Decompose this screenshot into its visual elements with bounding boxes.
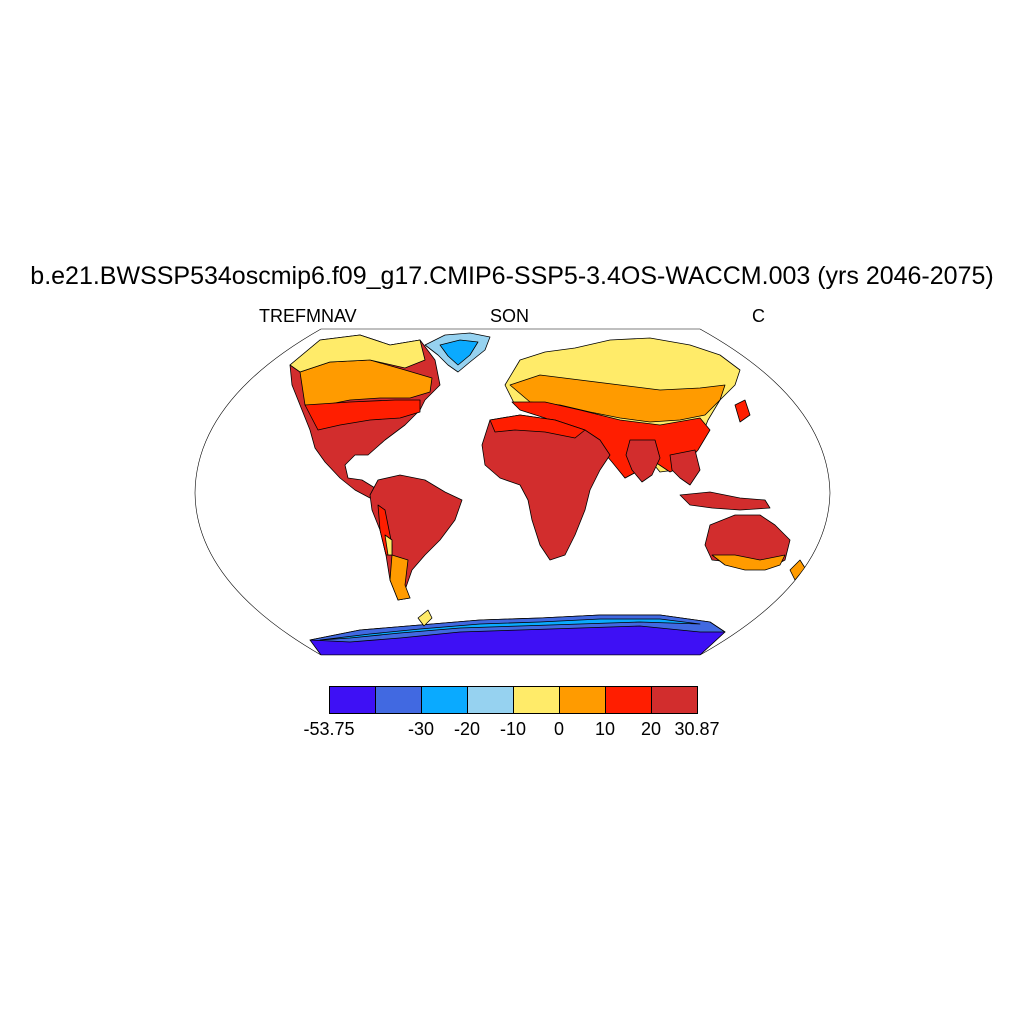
colorbar [329,686,698,714]
north-africa-red [489,414,586,439]
colorbar-tick-label: 20 [640,719,662,739]
japan-islands [734,399,751,423]
colorbar-swatch [651,686,698,714]
australia-southern-orange [711,554,786,571]
units-label: C [752,306,765,326]
antarctica-coast-light [319,618,701,641]
colorbar-swatch [605,686,652,714]
colorbar-tick-label: 10 [594,719,616,739]
colorbar-tick-label: 30.87 [674,719,720,739]
colorbar-swatch [467,686,514,714]
southeast-asia-landmass [669,449,701,486]
antarctic-peninsula [417,609,433,627]
colorbar-tick-label: 0 [553,719,565,739]
colorbar-tick-label: -30 [407,719,435,739]
indonesia-islands [679,491,771,511]
south-america-orange-tip [389,554,411,601]
colorbar-swatch [329,686,376,714]
map-title: b.e21.BWSSP534oscmip6.f09_g17.CMIP6-SSP5… [30,262,994,290]
greenland-interior [439,339,479,366]
season-label: SON [490,306,530,326]
colorbar-swatch [559,686,606,714]
colorbar-swatch [513,686,560,714]
india-landmass [625,439,661,483]
africa-landmass [481,414,611,561]
colorbar-tick-label: -53.75 [303,719,355,739]
north-america-red-band [304,399,421,431]
colorbar-swatch [421,686,468,714]
colorbar-tick-label: -10 [499,719,527,739]
south-america-yellow-strip [384,534,393,556]
colorbar-tick-label: -20 [453,719,481,739]
map-boundary [194,328,831,656]
variable-label: TREFMNAV [259,306,357,326]
north-america-north-yellow [289,334,426,373]
colorbar-swatch [375,686,422,714]
